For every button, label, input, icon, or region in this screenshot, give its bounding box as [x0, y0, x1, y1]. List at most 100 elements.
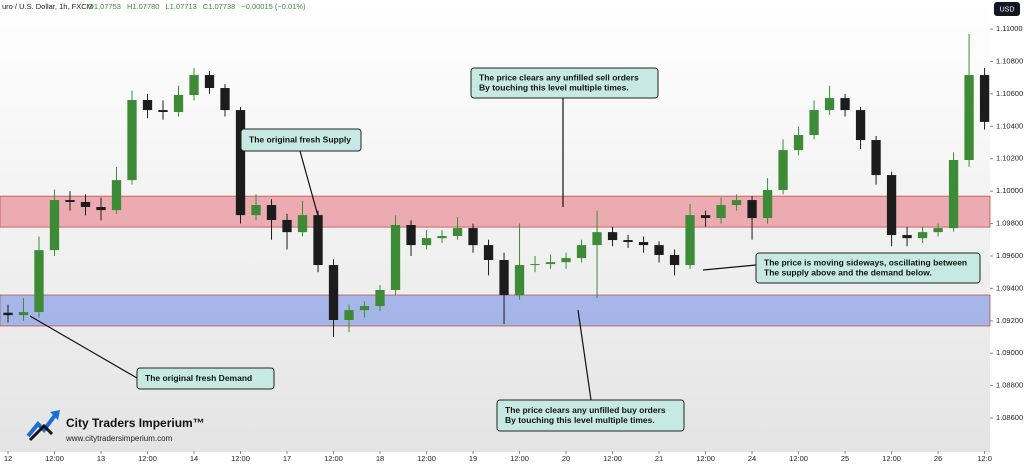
y-tick-label: 1.09200: [996, 316, 1023, 325]
x-tick-label: 25: [841, 454, 849, 463]
callout-pointer: [577, 309, 592, 401]
logo-line: [28, 423, 54, 442]
candle-body: [65, 200, 75, 202]
candle-body: [18, 312, 29, 316]
candle-body: [607, 232, 618, 241]
y-tick-label: 1.10800: [996, 56, 1023, 65]
y-tick-label: 1.08600: [996, 413, 1023, 422]
candle-body: [700, 215, 711, 219]
candle-body: [545, 262, 556, 265]
x-tick-label: 12:00: [324, 454, 343, 463]
x-tick-label: 19: [469, 454, 477, 463]
candle-body: [344, 310, 354, 320]
chart-title: uro / U.S. Dollar, 1h, FXCM: [2, 2, 93, 11]
candle-body: [437, 236, 447, 239]
candle-body: [933, 228, 943, 233]
x-tick-label: 12:00: [45, 454, 64, 463]
price-axis-background: [990, 0, 1024, 466]
candle-body: [576, 245, 587, 259]
x-tick-label: 12:00: [231, 454, 250, 463]
candle-body: [173, 94, 184, 113]
supply-zone: [0, 195, 991, 228]
callout-box: [496, 399, 685, 432]
currency-badge[interactable]: [994, 2, 1020, 16]
candle-body: [80, 201, 91, 208]
candle-body: [561, 258, 571, 263]
logo-arrow-head: [50, 410, 60, 420]
candle-body: [855, 110, 866, 141]
x-tick-label: 18: [376, 454, 384, 463]
x-tick-label: 12:00: [603, 454, 622, 463]
candle-body: [499, 260, 509, 296]
candle-body: [638, 242, 649, 246]
candle-body: [96, 207, 106, 211]
x-tick-label: 26: [934, 454, 942, 463]
candle-body: [390, 225, 401, 291]
callout-text: By touching this level multiple times.: [505, 415, 655, 425]
candle-body: [871, 140, 881, 176]
candle-body: [313, 215, 323, 266]
ohlc-value: H1.07780: [127, 2, 160, 11]
ohlc-value: O1.07753: [88, 2, 121, 11]
candle-body: [235, 110, 246, 216]
y-tick-label: 1.09600: [996, 251, 1023, 260]
candle-body: [530, 264, 540, 266]
candle-body: [452, 228, 463, 237]
y-tick-label: 1.10600: [996, 89, 1023, 98]
candle-body: [49, 200, 60, 251]
ohlc-value: C1.07738: [203, 2, 236, 11]
candle-body: [204, 75, 215, 89]
brand-name: City Traders Imperium™: [66, 416, 205, 430]
candle-body: [886, 175, 897, 236]
demand-zone: [0, 294, 991, 327]
candle-body: [297, 215, 308, 233]
callout-pointer: [702, 264, 757, 271]
x-tick-label: 17: [283, 454, 291, 463]
y-tick-label: 1.10200: [996, 154, 1023, 163]
x-tick-label: 12:00: [417, 454, 436, 463]
y-tick-label: 1.10000: [996, 186, 1023, 195]
x-tick-label: 12:00: [510, 454, 529, 463]
x-tick-label: 20: [562, 454, 570, 463]
candle-body: [220, 88, 230, 111]
callout-text: The price clears any unfilled sell order…: [479, 72, 639, 82]
candle-body: [731, 200, 742, 206]
x-tick-label: 24: [748, 454, 756, 463]
candle-body: [778, 150, 788, 190]
callout-box: [470, 67, 659, 99]
candle-body: [840, 98, 850, 111]
candle-body: [623, 240, 633, 243]
candle-body: [592, 232, 602, 246]
candle-body: [747, 200, 757, 219]
y-tick-label: 1.08800: [996, 381, 1023, 390]
x-tick-label: 12:0: [977, 454, 992, 463]
x-tick-label: 13: [97, 454, 105, 463]
candle-body: [948, 159, 959, 229]
candle-body: [793, 135, 804, 151]
candle-body: [142, 100, 153, 111]
callout-text: The price is moving sideways, oscillatin…: [764, 257, 967, 267]
brand-url: www.citytradersimperium.com: [65, 434, 173, 443]
brand-logo: [26, 410, 60, 442]
x-tick-label: 21: [655, 454, 663, 463]
callout-box: [136, 367, 275, 390]
candle-body: [514, 265, 525, 296]
callout-text: The price clears any unfilled buy orders: [505, 405, 666, 415]
x-tick-label: 12:00: [789, 454, 808, 463]
candle-body: [964, 75, 974, 160]
ohlc-value: L1.07713: [165, 2, 196, 11]
callout-box: [755, 252, 981, 284]
ohlc-value: −0.00015 (−0.01%): [241, 2, 306, 11]
callout-pointer: [29, 315, 138, 379]
candle-body: [716, 205, 726, 219]
y-tick-label: 1.11000: [996, 24, 1023, 33]
candle-body: [127, 100, 137, 181]
time-axis-background: [0, 452, 990, 466]
x-tick-label: 14: [190, 454, 198, 463]
candle-body: [979, 75, 990, 122]
candle-body: [3, 312, 13, 316]
candle-body: [375, 290, 385, 307]
candle-body: [282, 219, 292, 233]
